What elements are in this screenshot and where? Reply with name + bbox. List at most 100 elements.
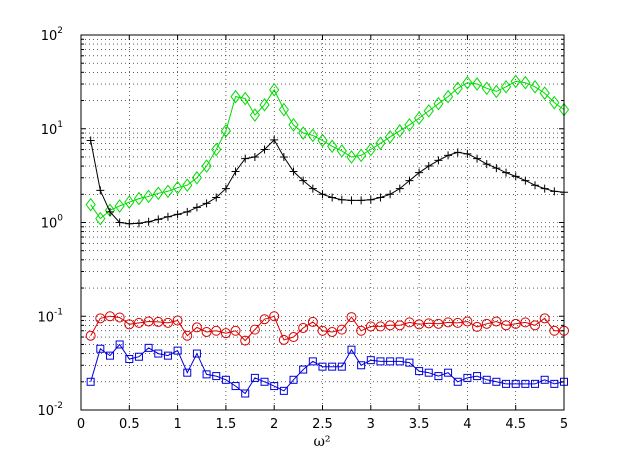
data-point	[462, 316, 473, 327]
data-point	[182, 330, 193, 341]
data-point	[250, 152, 259, 161]
data-point	[318, 190, 327, 199]
data-point	[531, 181, 540, 190]
data-point	[231, 382, 240, 391]
data-point	[511, 379, 520, 388]
data-point	[318, 362, 327, 371]
data-point	[346, 150, 357, 164]
data-point	[183, 207, 192, 216]
data-point	[482, 375, 491, 384]
y-tick-label: 10-2	[37, 401, 63, 419]
data-point	[549, 95, 560, 110]
data-point	[502, 168, 511, 177]
data-point	[212, 372, 221, 381]
data-point	[481, 81, 492, 96]
data-point	[85, 197, 96, 212]
data-point	[241, 154, 250, 163]
data-point	[86, 377, 95, 386]
data-point	[492, 377, 501, 386]
data-point	[357, 196, 366, 205]
data-point	[104, 203, 116, 218]
data-point	[144, 343, 153, 352]
data-point	[376, 357, 385, 366]
data-point	[260, 145, 269, 154]
data-point	[520, 317, 531, 328]
data-point	[531, 379, 540, 388]
data-point	[202, 370, 211, 379]
data-point	[191, 170, 203, 185]
data-point	[453, 377, 462, 386]
data-point	[404, 118, 415, 132]
data-point	[143, 189, 154, 204]
series-line-diamond	[90, 80, 565, 220]
x-tick-label: 3	[367, 417, 375, 432]
data-point	[317, 133, 328, 148]
data-point	[472, 321, 483, 332]
data-point	[183, 368, 192, 377]
data-point	[240, 335, 251, 346]
data-point	[278, 102, 289, 117]
series-layer	[85, 74, 570, 398]
data-point	[384, 129, 396, 144]
data-point	[220, 328, 231, 339]
data-point	[521, 176, 530, 185]
data-point	[172, 180, 183, 195]
data-point	[471, 77, 483, 91]
data-point	[356, 325, 367, 336]
data-point	[270, 135, 279, 144]
data-point	[375, 136, 386, 151]
data-point	[134, 352, 143, 361]
data-point	[260, 377, 269, 386]
data-point	[395, 184, 404, 193]
data-point	[298, 322, 309, 333]
data-point	[491, 316, 502, 327]
data-point	[250, 373, 259, 382]
data-point	[433, 318, 444, 329]
data-point	[221, 184, 230, 193]
x-tick-label: 4.5	[505, 417, 526, 432]
data-point	[347, 196, 356, 205]
data-point	[230, 89, 241, 104]
ticks	[80, 35, 565, 411]
data-point	[114, 312, 125, 323]
data-point	[444, 151, 453, 160]
data-point	[269, 83, 280, 97]
data-point	[520, 75, 531, 90]
data-point	[386, 190, 395, 199]
data-point	[95, 313, 106, 324]
data-point	[395, 357, 404, 366]
data-point	[211, 325, 222, 336]
data-point	[85, 330, 96, 341]
data-point	[134, 219, 143, 228]
series-diamond	[85, 74, 570, 226]
data-point	[442, 89, 454, 104]
series-line-square	[90, 343, 565, 395]
data-point	[192, 349, 201, 358]
data-point	[125, 219, 134, 228]
data-point	[376, 193, 385, 202]
data-point	[530, 320, 541, 331]
data-point	[153, 186, 164, 201]
data-point	[154, 349, 163, 358]
data-point	[105, 207, 114, 216]
x-tick-label: 2	[270, 417, 278, 432]
data-point	[423, 318, 434, 329]
data-point	[434, 156, 443, 165]
data-point	[550, 187, 559, 196]
data-point	[336, 324, 347, 335]
data-point	[423, 104, 434, 118]
data-point	[366, 195, 375, 204]
data-point	[347, 345, 356, 354]
data-point	[133, 191, 145, 206]
data-point	[405, 358, 414, 367]
data-point	[173, 210, 182, 219]
data-point	[104, 311, 115, 322]
data-point	[299, 176, 308, 185]
data-point	[231, 167, 240, 176]
data-point	[481, 318, 492, 329]
x-tick-label: 3.5	[409, 417, 430, 432]
data-point	[173, 346, 182, 355]
data-point	[114, 199, 125, 213]
x-tick-label: 1	[173, 417, 181, 432]
data-point	[299, 365, 308, 374]
